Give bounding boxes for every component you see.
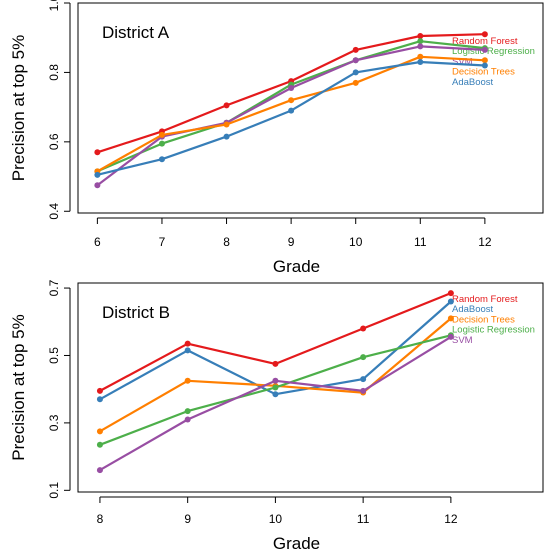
- data-point: [360, 376, 367, 383]
- data-point: [158, 131, 165, 138]
- data-point: [481, 46, 488, 53]
- data-point: [352, 57, 359, 64]
- data-point: [272, 360, 279, 367]
- y-tick-label: 0.8: [47, 64, 61, 81]
- y-tick-label: 0.3: [47, 414, 61, 431]
- x-tick-label: 9: [288, 235, 295, 249]
- data-point: [481, 31, 488, 38]
- data-point: [360, 325, 367, 332]
- x-tick-label: 9: [184, 512, 191, 526]
- data-point: [417, 53, 424, 60]
- y-axis-title: Precision at top 5%: [9, 35, 28, 181]
- legend-entry: SVM: [452, 56, 473, 67]
- data-point: [223, 102, 230, 109]
- data-point: [447, 315, 454, 322]
- data-point: [360, 387, 367, 394]
- legend-entry: Random Forest: [452, 36, 518, 47]
- legend-entry: Decision Trees: [452, 67, 515, 78]
- x-tick-label: 10: [349, 235, 363, 249]
- data-point: [352, 46, 359, 53]
- x-axis-title: Grade: [273, 257, 320, 276]
- plot-frame: [77, 282, 544, 493]
- legend-entry: Decision Trees: [452, 314, 515, 325]
- chart-panel-2: District B 0.1 0.3 0.5 0.7 8 9 10 11 12 Grade Preci…: [9, 279, 544, 553]
- x-tick-label: 11: [414, 235, 427, 249]
- data-point: [481, 62, 488, 69]
- y-axis-title: Precision at top 5%: [9, 314, 28, 460]
- data-point: [352, 79, 359, 86]
- data-point: [447, 333, 454, 340]
- data-point: [417, 43, 424, 50]
- data-point: [96, 467, 103, 474]
- data-point: [158, 156, 165, 163]
- data-point: [223, 121, 230, 128]
- data-point: [417, 38, 424, 45]
- x-tick-label: 12: [478, 235, 492, 249]
- data-point: [272, 377, 279, 384]
- plot-frame: [77, 2, 544, 214]
- data-point: [184, 340, 191, 347]
- x-tick-label: 8: [97, 512, 104, 526]
- data-point: [96, 441, 103, 448]
- legend-entry: AdaBoost: [452, 77, 494, 88]
- panel-title: District A: [102, 23, 170, 42]
- series-line-random-forest: [97, 33, 485, 154]
- x-axis-title: Grade: [273, 534, 320, 553]
- x-tick-label: 10: [269, 512, 283, 526]
- data-point: [184, 416, 191, 423]
- legend-entry: SVM: [452, 335, 473, 346]
- y-tick-label: 0.1: [47, 482, 61, 499]
- y-tick-label: 1.0: [47, 0, 61, 11]
- x-tick-label: 8: [223, 235, 230, 249]
- data-point: [360, 354, 367, 361]
- data-point: [184, 377, 191, 384]
- data-point: [223, 133, 230, 140]
- data-point: [417, 59, 424, 66]
- data-point: [94, 182, 101, 189]
- y-tick-label: 0.6: [47, 133, 61, 150]
- data-point: [96, 396, 103, 403]
- data-point: [288, 107, 295, 114]
- data-point: [417, 32, 424, 39]
- data-point: [352, 69, 359, 76]
- data-point: [447, 290, 454, 297]
- series-line-decision-trees: [99, 317, 452, 433]
- data-point: [94, 149, 101, 156]
- x-tick-label: 12: [444, 512, 458, 526]
- y-tick-label: 0.5: [47, 347, 61, 364]
- data-point: [184, 408, 191, 415]
- legend-entry: Logistic Regression: [452, 46, 535, 57]
- data-point: [288, 85, 295, 92]
- data-point: [96, 428, 103, 435]
- data-point: [158, 140, 165, 147]
- data-point: [272, 384, 279, 391]
- chart-panel-1: District A 0.4 0.6 0.8 1.0 6 7 8 9 10 11 12 Grade Pre…: [9, 0, 544, 276]
- data-point: [272, 391, 279, 398]
- series-line-decision-trees: [96, 55, 485, 173]
- x-tick-label: 6: [94, 235, 101, 249]
- data-point: [184, 347, 191, 354]
- x-tick-label: 7: [159, 235, 166, 249]
- series-line-logistic-regression: [96, 40, 486, 173]
- y-tick-label: 0.4: [47, 203, 61, 220]
- legend-entry: Logistic Regression: [452, 325, 535, 336]
- series-line-svm: [96, 45, 485, 187]
- data-point: [481, 57, 488, 64]
- data-point: [447, 298, 454, 305]
- series-line-svm: [99, 335, 452, 472]
- legend-entry: Random Forest: [452, 294, 518, 305]
- y-tick-label: 0.7: [47, 279, 61, 296]
- legend-entry: AdaBoost: [452, 304, 494, 315]
- data-point: [96, 387, 103, 394]
- panel-title: District B: [102, 303, 170, 322]
- x-tick-label: 11: [357, 512, 370, 526]
- data-point: [288, 97, 295, 104]
- data-point: [94, 171, 101, 178]
